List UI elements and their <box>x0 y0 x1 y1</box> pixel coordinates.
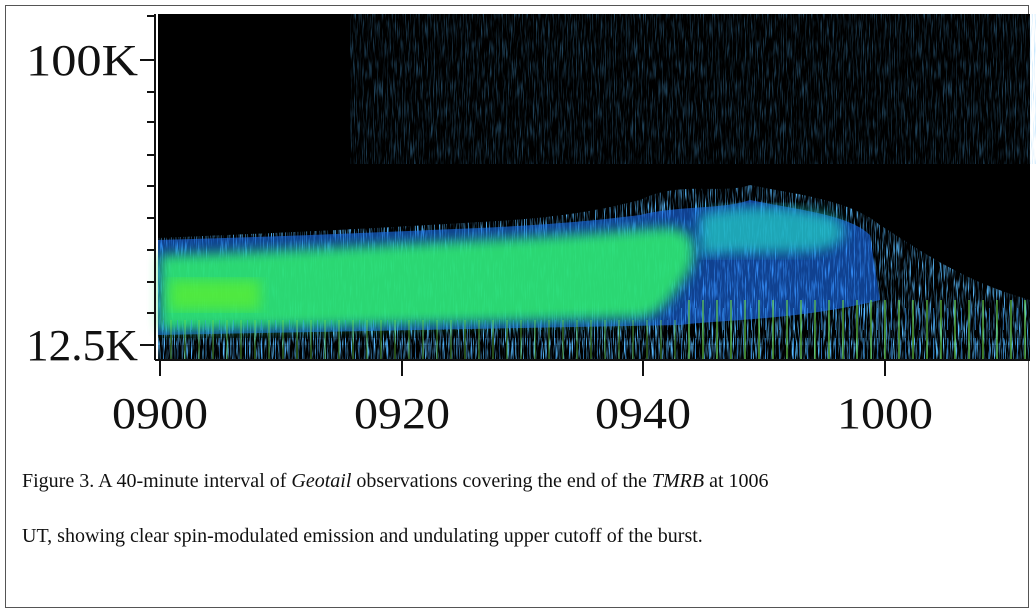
spectrogram-figure: 100K 12.5K 0900 0920 0940 1000 <box>26 14 1036 438</box>
axes <box>140 14 1030 376</box>
y-tick-label: 100K <box>26 36 138 85</box>
x-tick-label: 0900 <box>112 389 208 438</box>
emission <box>158 14 1036 360</box>
caption-italic: TMRB <box>651 470 705 492</box>
caption-text: UT, showing clear spin-modulated emissio… <box>22 525 703 547</box>
caption-text: at 1006 <box>704 470 769 492</box>
caption-line: UT, showing clear spin-modulated emissio… <box>22 525 703 548</box>
caption-line: Figure 3. A 40-minute interval of Geotai… <box>22 470 769 493</box>
caption-italic: Geotail <box>291 470 352 492</box>
y-tick-label: 12.5K <box>26 321 138 370</box>
x-tick-label: 0940 <box>595 389 691 438</box>
caption-text: observations covering the end of the <box>351 470 652 492</box>
x-tick-label: 0920 <box>354 389 450 438</box>
x-tick-label: 1000 <box>837 389 933 438</box>
caption-text: Figure 3. A 40-minute interval of <box>22 470 292 492</box>
